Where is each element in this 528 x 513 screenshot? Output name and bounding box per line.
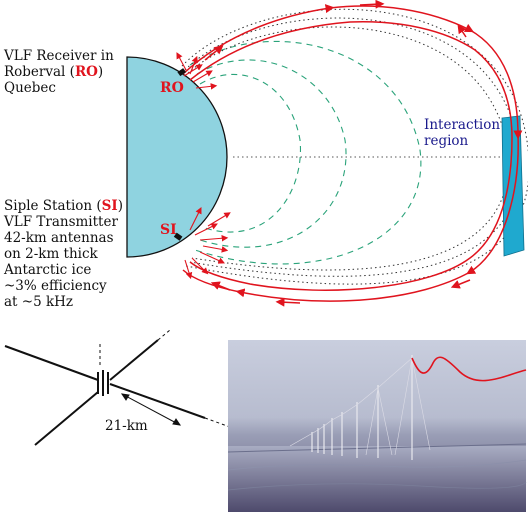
- ro-label: RO: [160, 80, 184, 96]
- earth-hemisphere: [126, 56, 228, 258]
- transmitter-line7: at ~5 kHz: [4, 294, 74, 310]
- transmitter-line6: ~3% efficiency: [4, 278, 107, 294]
- transmitter-name: Siple Station (: [4, 198, 102, 214]
- antenna-length-label: 21-km: [105, 418, 148, 434]
- ro-arrows: [176, 52, 218, 90]
- receiver-description: VLF Receiver in Roberval (RO) Quebec: [4, 48, 114, 96]
- transmitter-description: Siple Station (SI) VLF Transmitter 42-km…: [4, 198, 123, 310]
- receiver-line3: Quebec: [4, 80, 56, 96]
- interaction-line2: region: [424, 133, 469, 149]
- wave-paths: [182, 0, 523, 307]
- si-station-marker: [173, 232, 183, 241]
- interaction-region-block: [501, 115, 525, 257]
- crossed-dipole-antenna: [4, 329, 231, 446]
- receiver-paren: ): [97, 64, 104, 80]
- receiver-line2: Roberval (RO): [4, 64, 114, 80]
- antenna-field-photo: [227, 340, 527, 512]
- transmitter-paren: ): [117, 198, 124, 214]
- ro-station-marker: [177, 68, 186, 77]
- transmitter-line4: on 2-km thick: [4, 246, 98, 262]
- interaction-region-label: Interaction region: [424, 117, 500, 149]
- interaction-line1: Interaction: [424, 117, 501, 133]
- transmitter-line1: Siple Station (SI): [4, 198, 123, 214]
- receiver-name: Roberval (: [4, 64, 75, 80]
- receiver-code: RO: [74, 64, 98, 80]
- transmitter-line5: Antarctic ice: [4, 262, 92, 278]
- si-arrows: [184, 207, 231, 280]
- transmitter-line2: VLF Transmitter: [4, 214, 118, 230]
- transmitter-code: SI: [101, 198, 118, 214]
- si-label: SI: [160, 222, 177, 238]
- transmitter-line3: 42-km antennas: [4, 230, 114, 246]
- receiver-line1: VLF Receiver in: [4, 48, 114, 64]
